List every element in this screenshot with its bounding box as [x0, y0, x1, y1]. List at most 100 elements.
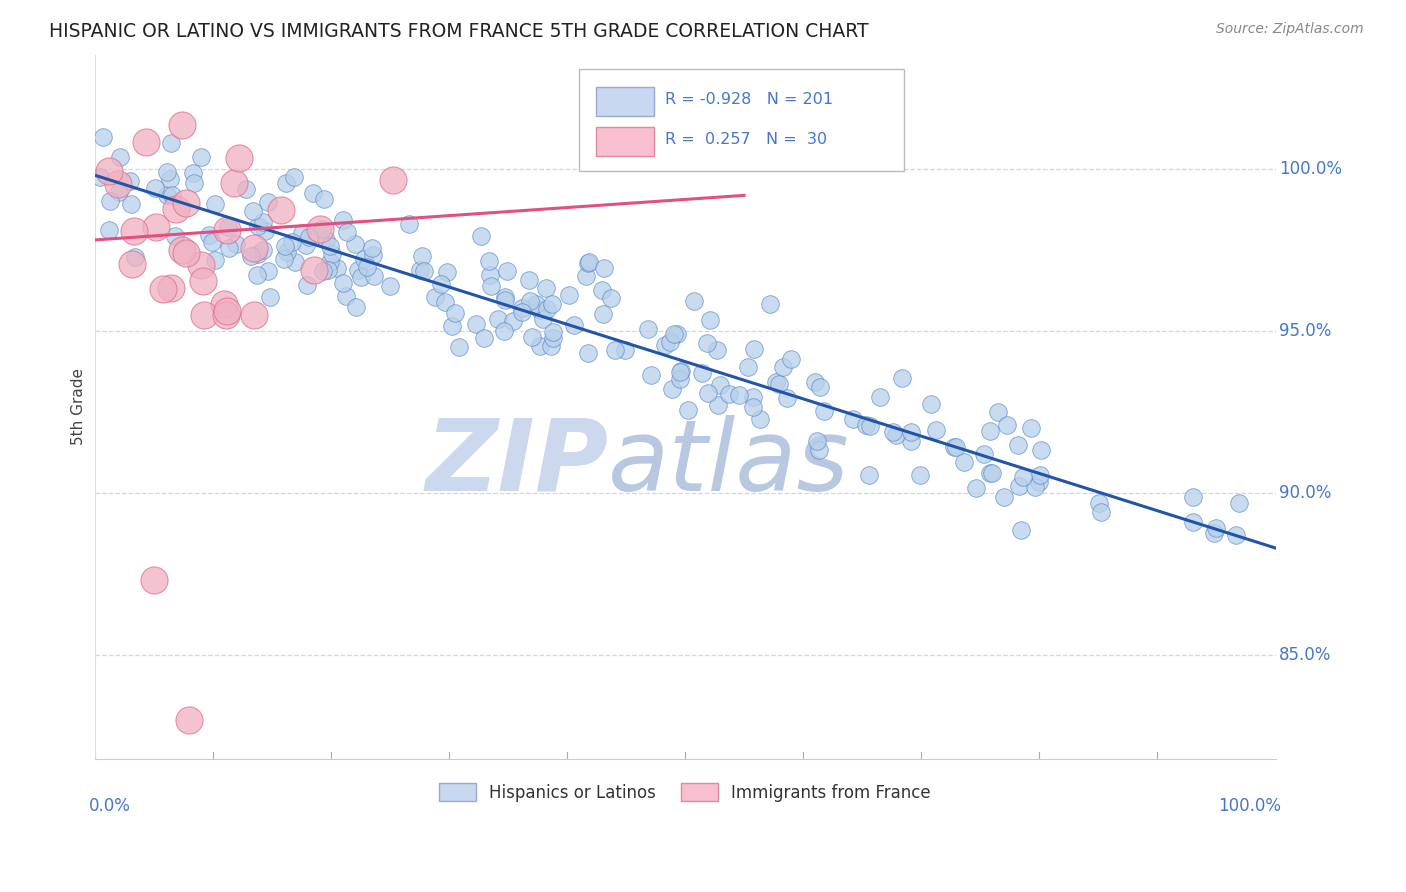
Point: [699, 313, 721, 327]
Text: R = -0.928   N = 201: R = -0.928 N = 201: [665, 92, 834, 107]
Point: [201, 235, 224, 249]
Point: [558, 287, 581, 301]
Point: [1088, 496, 1111, 510]
Point: [343, 236, 366, 251]
Point: [707, 398, 730, 412]
Point: [160, 136, 183, 151]
Point: [122, 224, 145, 238]
Text: R =  0.257   N =  30: R = 0.257 N = 30: [665, 132, 827, 147]
Point: [124, 250, 146, 264]
Point: [191, 274, 214, 288]
Point: [256, 194, 278, 209]
Point: [529, 302, 551, 317]
Point: [311, 263, 333, 277]
Point: [979, 466, 1001, 480]
Point: [666, 327, 689, 342]
Point: [908, 468, 931, 483]
Point: [183, 176, 205, 190]
Point: [882, 425, 904, 439]
Point: [669, 364, 692, 378]
Point: [640, 368, 662, 383]
Point: [276, 245, 298, 260]
Point: [543, 331, 565, 345]
Point: [243, 308, 266, 322]
FancyBboxPatch shape: [596, 87, 654, 116]
Point: [541, 296, 564, 310]
Point: [1019, 421, 1042, 435]
Point: [1028, 475, 1050, 490]
Point: [1024, 480, 1046, 494]
Point: [1181, 491, 1204, 505]
Point: [160, 281, 183, 295]
Point: [160, 188, 183, 202]
Point: [118, 174, 141, 188]
Point: [737, 359, 759, 374]
Point: [772, 360, 794, 375]
Point: [780, 352, 803, 367]
Point: [900, 425, 922, 439]
Text: atlas: atlas: [609, 415, 849, 512]
Point: [291, 226, 314, 240]
Point: [924, 423, 946, 437]
Point: [524, 296, 547, 310]
Point: [943, 440, 966, 454]
Point: [669, 366, 692, 380]
FancyBboxPatch shape: [579, 70, 904, 171]
Text: 95.0%: 95.0%: [1279, 322, 1331, 340]
Legend: Hispanics or Latinos, Immigrants from France: Hispanics or Latinos, Immigrants from Fr…: [432, 775, 939, 810]
Point: [869, 390, 891, 404]
Point: [808, 379, 831, 393]
Point: [215, 308, 238, 322]
Point: [690, 366, 713, 380]
Point: [768, 376, 790, 391]
Point: [759, 297, 782, 311]
Point: [890, 371, 912, 385]
Point: [176, 196, 198, 211]
Point: [562, 318, 585, 332]
Point: [170, 243, 193, 257]
Point: [347, 263, 370, 277]
Point: [696, 386, 718, 401]
Point: [449, 340, 471, 354]
Point: [145, 220, 167, 235]
Point: [1227, 496, 1250, 510]
Point: [536, 301, 558, 316]
Point: [576, 346, 599, 360]
Point: [1028, 468, 1050, 483]
Point: [804, 375, 827, 389]
Point: [177, 713, 200, 727]
Point: [273, 252, 295, 266]
Point: [252, 243, 274, 257]
Point: [312, 192, 335, 206]
Point: [1008, 479, 1031, 493]
Point: [682, 294, 704, 309]
Point: [717, 387, 740, 401]
Point: [842, 412, 865, 426]
Point: [363, 268, 385, 283]
Point: [280, 235, 302, 249]
Point: [669, 372, 692, 386]
Point: [97, 223, 120, 237]
Point: [253, 223, 276, 237]
Point: [470, 229, 492, 244]
Point: [283, 169, 305, 184]
Point: [522, 330, 544, 344]
Point: [270, 203, 292, 218]
Point: [637, 322, 659, 336]
Point: [603, 343, 626, 357]
Point: [246, 268, 269, 282]
Point: [540, 339, 562, 353]
Point: [987, 405, 1010, 419]
Point: [143, 181, 166, 195]
Point: [259, 290, 281, 304]
Point: [676, 403, 699, 417]
Point: [591, 283, 613, 297]
Point: [1181, 515, 1204, 529]
Text: HISPANIC OR LATINO VS IMMIGRANTS FROM FRANCE 5TH GRADE CORRELATION CHART: HISPANIC OR LATINO VS IMMIGRANTS FROM FR…: [49, 22, 869, 41]
Point: [981, 467, 1004, 481]
Point: [662, 327, 685, 342]
Point: [332, 213, 354, 227]
Point: [361, 241, 384, 255]
Point: [152, 282, 174, 296]
Point: [592, 307, 614, 321]
